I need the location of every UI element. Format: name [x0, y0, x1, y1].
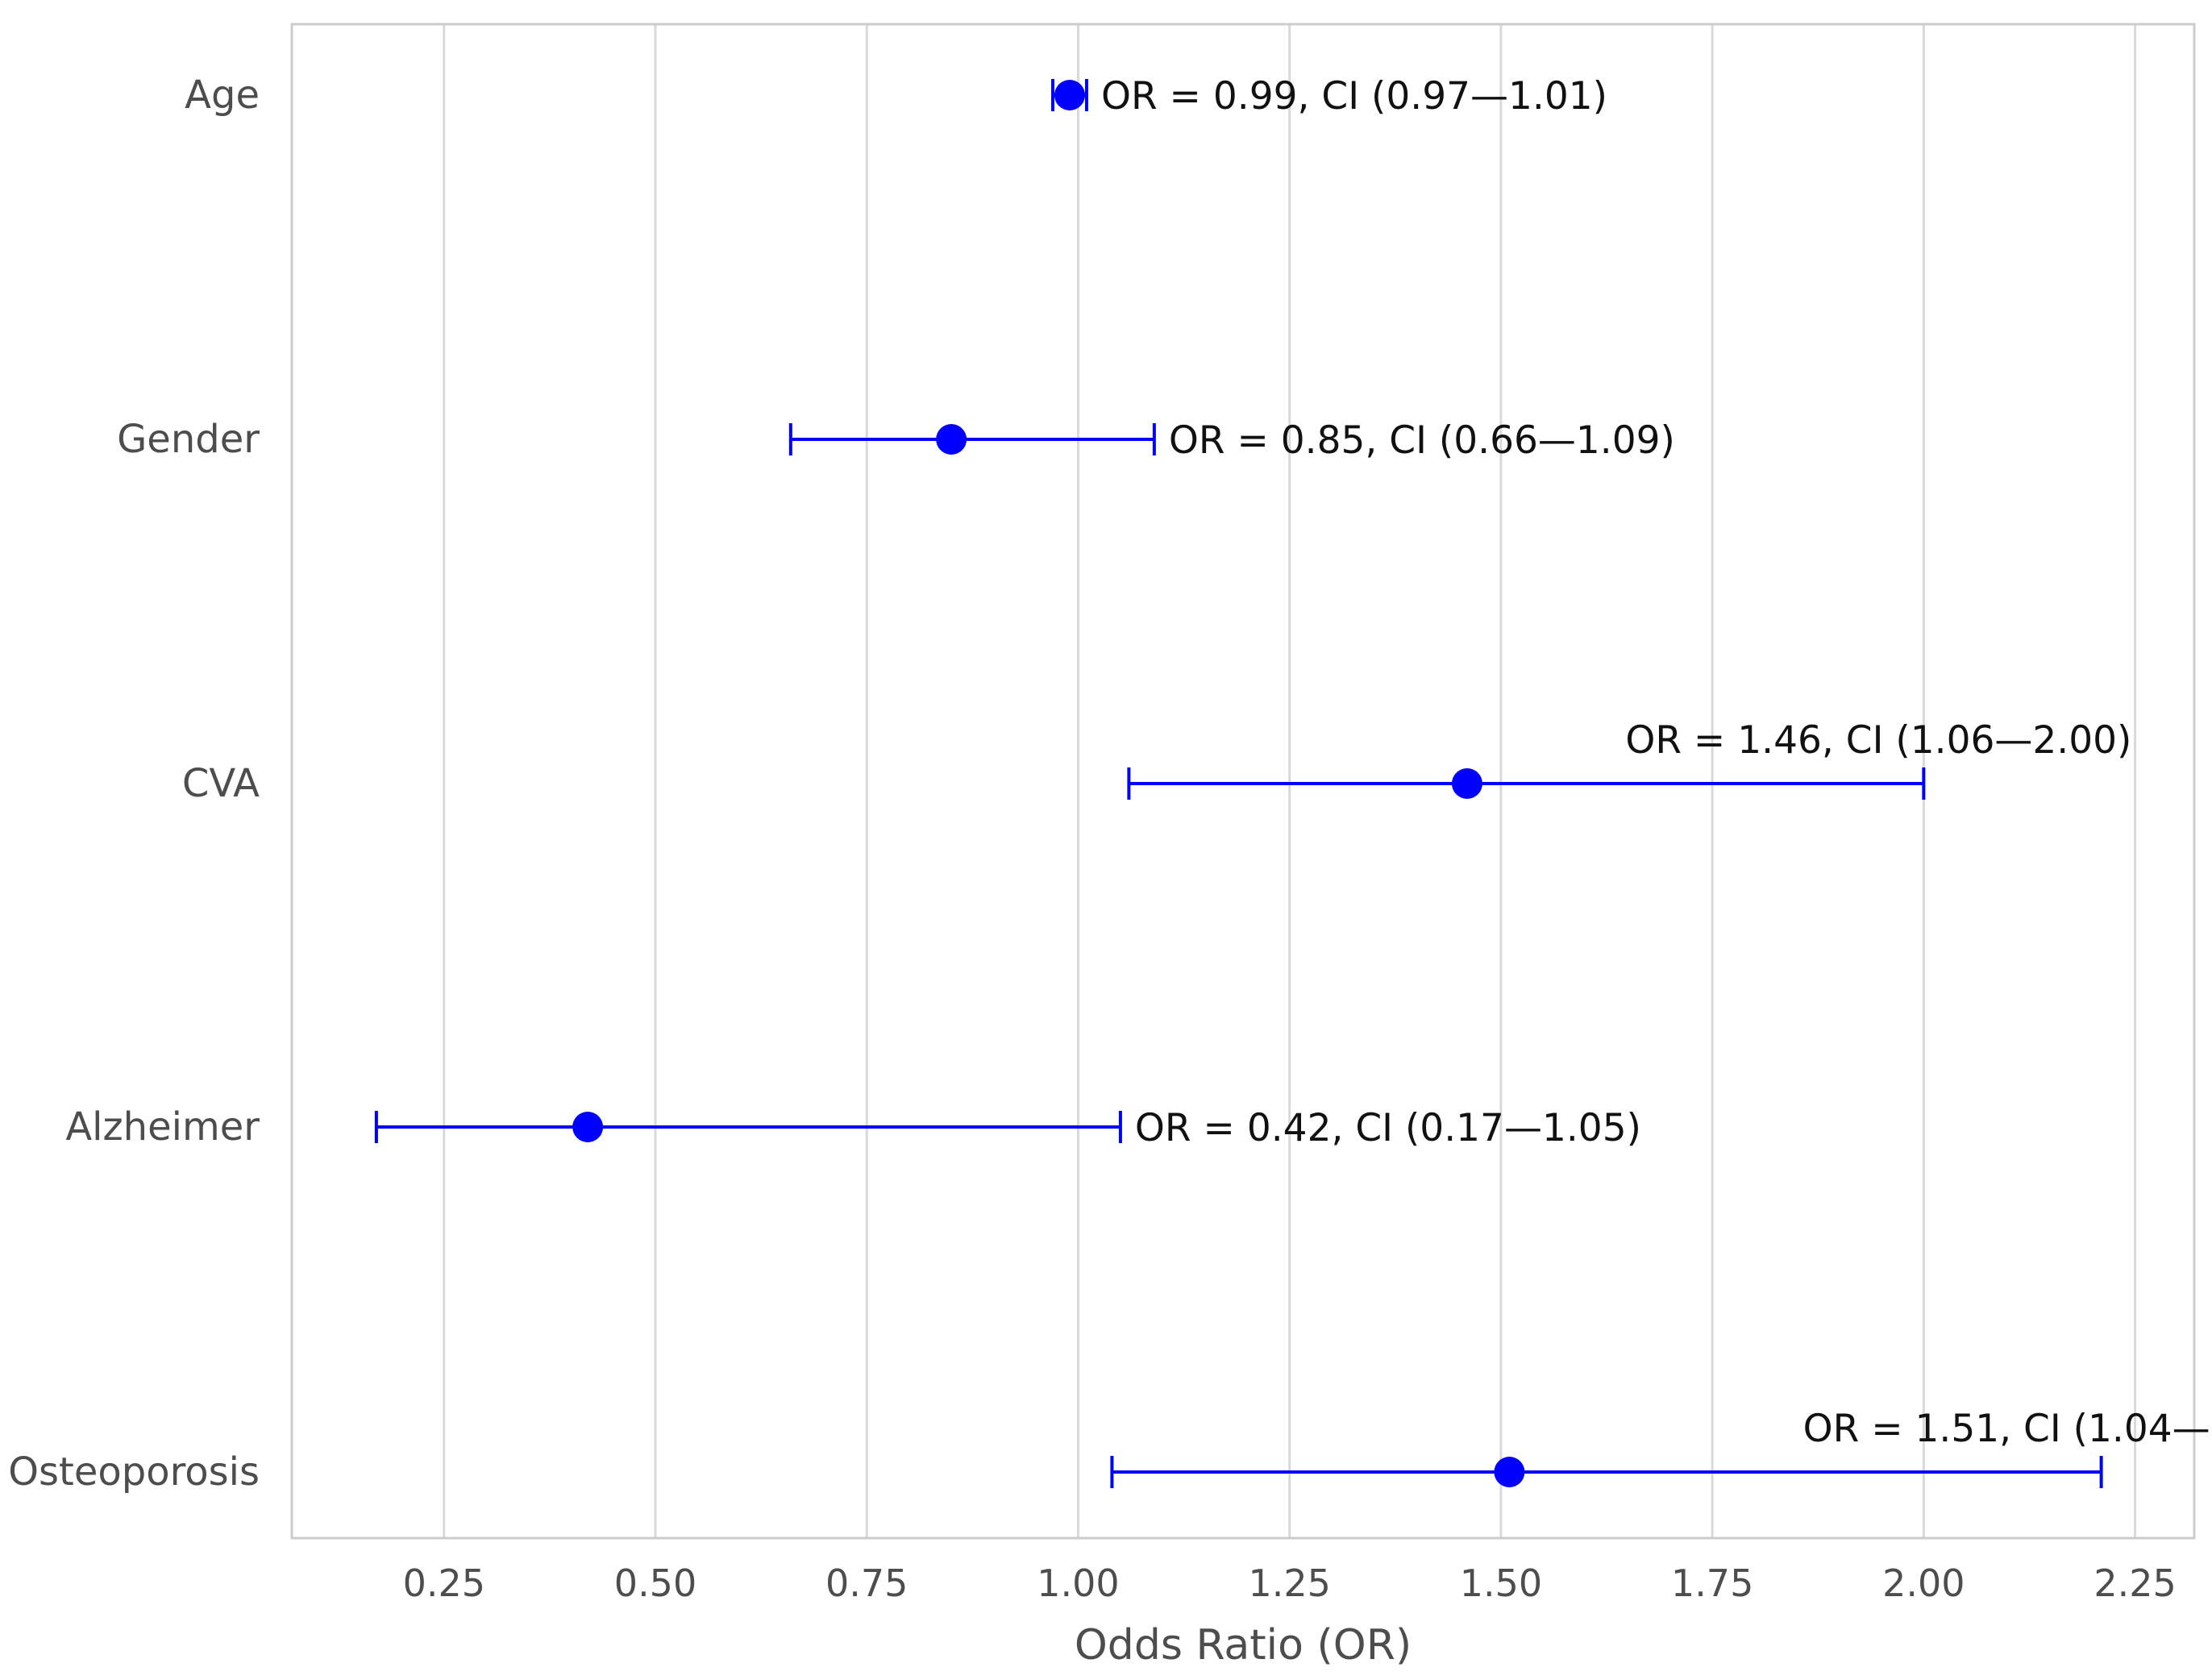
x-axis-title: Odds Ratio (OR)	[1075, 1621, 1412, 1670]
x-tick-label: 2.00	[1882, 1561, 1965, 1605]
or-point	[1451, 768, 1482, 799]
grid-layer	[443, 24, 2137, 1538]
or-point	[936, 424, 967, 455]
or-annotation: OR = 1.51, CI (1.04—2.21)	[1803, 1407, 2212, 1451]
x-tick-label: 0.75	[825, 1561, 908, 1605]
annotation-layer: OR = 0.99, CI (0.97—1.01) OR = 0.85, CI (…	[1101, 74, 2212, 1451]
x-tick-label: 0.25	[403, 1561, 485, 1605]
x-tick-label: 1.75	[1671, 1561, 1753, 1605]
y-category-label: Gender	[117, 417, 260, 462]
x-axis-ticks: 0.25 0.50 0.75 1.00 1.25 1.50 1.75 2.00 2.25	[403, 1561, 2177, 1605]
x-tick-label: 2.25	[2094, 1561, 2176, 1605]
x-tick-label: 1.25	[1248, 1561, 1330, 1605]
or-annotation: OR = 0.99, CI (0.97—1.01)	[1101, 74, 1607, 119]
error-bar-osteoporosis	[1110, 1456, 2103, 1488]
or-point	[1494, 1457, 1525, 1487]
error-bar-age	[1051, 79, 1088, 111]
or-point	[572, 1112, 604, 1142]
y-axis-labels: Age Gender CVA Alzheimer Osteoporosis	[8, 73, 260, 1495]
x-tick-label: 0.50	[614, 1561, 696, 1605]
or-annotation: OR = 1.46, CI (1.06—2.00)	[1625, 718, 2131, 763]
or-point	[1054, 80, 1085, 110]
y-category-label: CVA	[182, 761, 260, 806]
y-category-label: Age	[185, 73, 260, 118]
x-tick-label: 1.50	[1460, 1561, 1542, 1605]
error-bar-alzheimer	[374, 1111, 1122, 1143]
error-bar-gender	[788, 423, 1156, 455]
error-bar-cva	[1127, 767, 1926, 800]
y-category-label: Osteoporosis	[8, 1449, 260, 1495]
series-layer	[374, 79, 2103, 1488]
or-annotation: OR = 0.85, CI (0.66—1.09)	[1169, 418, 1675, 463]
y-category-label: Alzheimer	[65, 1104, 260, 1150]
or-annotation: OR = 0.42, CI (0.17—1.05)	[1135, 1106, 1641, 1150]
x-tick-label: 1.00	[1037, 1561, 1119, 1605]
plot-frame	[290, 23, 2196, 1540]
